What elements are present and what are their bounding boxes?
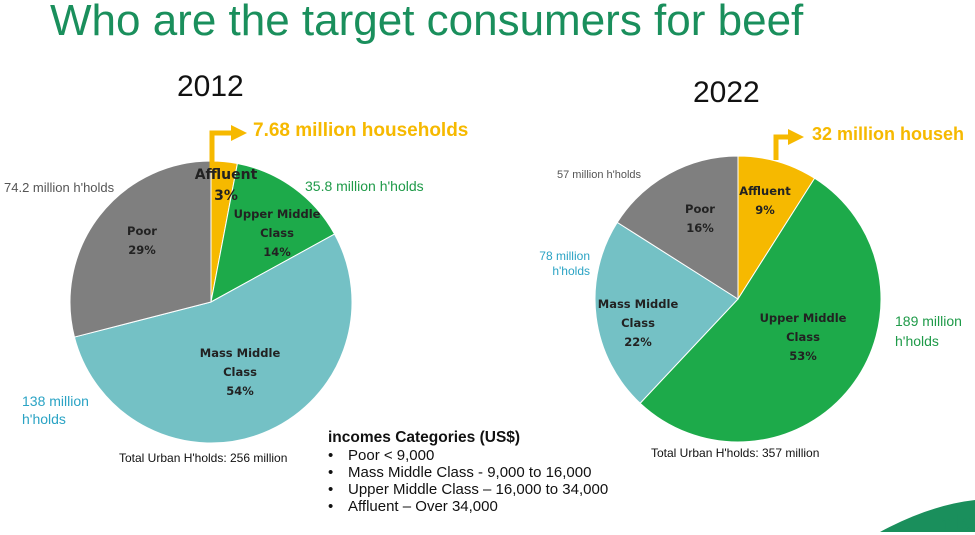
poor-households-2022: 57 million h'holds xyxy=(557,169,642,181)
pie-chart-2012 xyxy=(69,160,353,444)
legend-item-upper-middle: • Upper Middle Class – 16,000 to 34,000 xyxy=(328,481,609,498)
slice-poor xyxy=(69,160,212,338)
mass-middle-households-2012: 138 million h'holds xyxy=(22,393,89,427)
mass-middle-households-2022: 78 million h'holds xyxy=(539,249,590,278)
page-title: Who are the target consumers for beef xyxy=(50,0,804,45)
affluent-label-2012: Affluent 3% xyxy=(194,167,258,204)
legend-title: incomes Categories (US$) xyxy=(328,429,521,446)
affluent-label-2022: Affluent 9% xyxy=(739,184,791,217)
logo: mla xyxy=(938,512,973,534)
chart-title-2012: 2012 xyxy=(177,70,244,103)
callout-2022: 32 million househ xyxy=(812,124,965,144)
poor-label-2022: Poor 16% xyxy=(685,202,715,235)
total-households-2022: Total Urban H'holds: 357 million xyxy=(651,446,820,460)
slice-upper-middle-class xyxy=(210,162,336,303)
pie-chart-2022 xyxy=(594,155,882,443)
legend-item-poor: • Poor < 9,000 xyxy=(328,447,435,464)
upper-middle-households-2022: 189 million h'holds xyxy=(895,313,962,349)
poor-households-2012: 74.2 million h'holds xyxy=(4,180,115,195)
logo-swoosh xyxy=(880,500,975,532)
poor-label-2012: Poor 29% xyxy=(127,224,157,257)
slice-mass-middle-class xyxy=(73,233,353,444)
slice-upper-middle-class xyxy=(639,177,882,443)
upper-middle-label-2022: Upper Middle Class 53% xyxy=(759,311,847,363)
slice-mass-middle-class xyxy=(594,221,739,404)
mass-middle-label-2012: Mass Middle Class 54% xyxy=(199,346,281,398)
mass-middle-label-2022: Mass Middle Class 22% xyxy=(597,297,679,349)
callout-2012: 7.68 million households xyxy=(253,120,469,141)
callout-arrow-2022 xyxy=(773,129,804,160)
legend-item-mass-middle: • Mass Middle Class - 9,000 to 16,000 xyxy=(328,464,592,481)
upper-middle-households-2012: 35.8 million h'holds xyxy=(305,178,424,194)
legend-item-affluent: • Affluent – Over 34,000 xyxy=(328,498,498,515)
income-legend: incomes Categories (US$) • Poor < 9,000 •… xyxy=(328,429,608,515)
upper-middle-label-2012: Upper Middle Class 14% xyxy=(233,207,321,259)
slice-affluent xyxy=(737,155,816,301)
slice-poor xyxy=(616,155,739,300)
callout-arrow-2012 xyxy=(209,125,247,170)
chart-title-2022: 2022 xyxy=(693,76,760,109)
total-households-2012: Total Urban H'holds: 256 million xyxy=(119,451,288,465)
